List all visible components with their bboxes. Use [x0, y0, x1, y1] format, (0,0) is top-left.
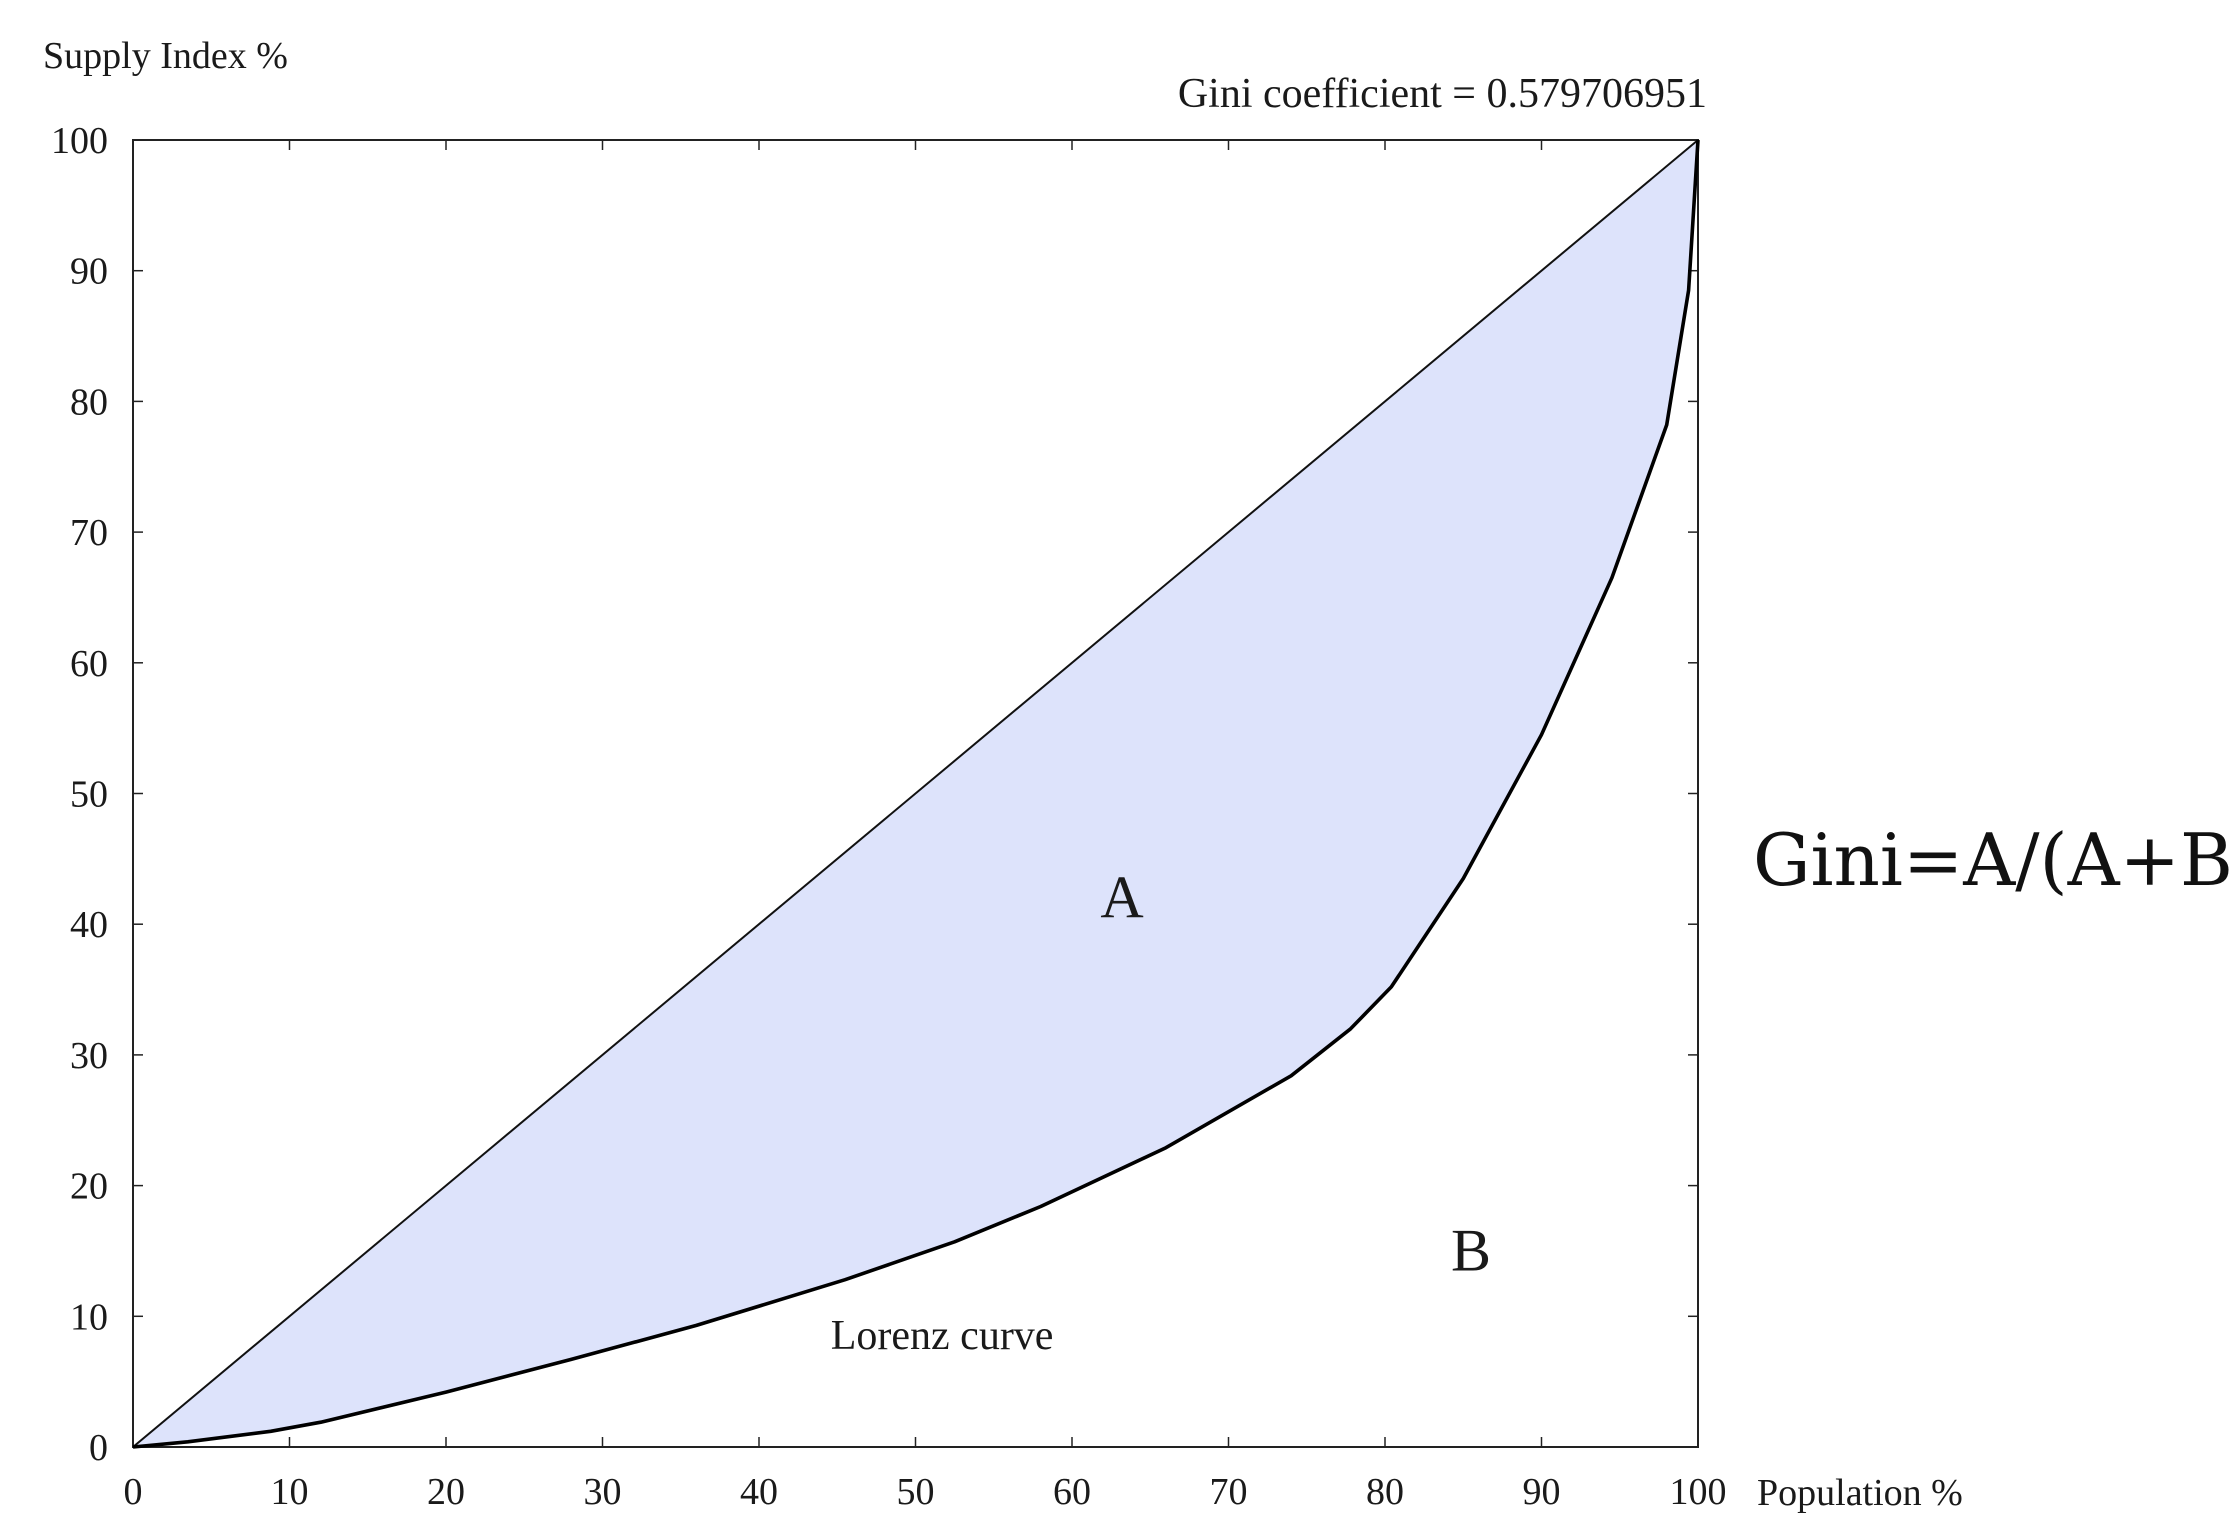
region-b-label: B: [1451, 1218, 1491, 1284]
y-axis-label: Supply Index %: [43, 35, 288, 77]
lorenz-curve-label: Lorenz curve: [831, 1313, 1054, 1359]
lorenz-curve-line: [132, 139, 1700, 1449]
x-tick-label: 50: [897, 1471, 935, 1513]
x-axis-label: Population %: [1757, 1472, 1963, 1514]
x-tick-label: 70: [1210, 1471, 1248, 1513]
x-tick-label: 60: [1053, 1471, 1091, 1513]
x-tick-label: 30: [584, 1471, 622, 1513]
region-a-label: A: [1100, 865, 1143, 931]
x-tick-label: 20: [427, 1471, 465, 1513]
y-tick-label: 80: [70, 381, 108, 423]
y-tick-label: 90: [70, 251, 108, 293]
y-tick-label: 60: [70, 643, 108, 685]
y-tick-label: 30: [70, 1035, 108, 1077]
gini-coefficient-title: Gini coefficient = 0.579706951: [1178, 71, 1707, 117]
x-tick-label: 100: [1670, 1471, 1727, 1513]
x-tick-label: 10: [271, 1471, 309, 1513]
y-tick-label: 40: [70, 904, 108, 946]
y-tick-label: 20: [70, 1166, 108, 1208]
y-tick-label: 70: [70, 512, 108, 554]
y-axis-ticks: 0 10 20 30 40 50 60 70 80 90 100: [51, 120, 1698, 1469]
y-tick-label: 10: [70, 1296, 108, 1338]
x-tick-label: 80: [1366, 1471, 1404, 1513]
y-tick-label: 0: [89, 1427, 108, 1469]
x-tick-label: 40: [740, 1471, 778, 1513]
x-tick-label: 0: [124, 1471, 143, 1513]
equality-line: [132, 139, 1699, 1448]
gini-formula: Gini=A/(A+B): [1753, 818, 2230, 902]
x-tick-label: 90: [1523, 1471, 1561, 1513]
y-tick-label: 50: [70, 774, 108, 816]
x-axis-ticks: 0 10 20 30 40 50 60 70 80 90 100: [124, 140, 1727, 1513]
y-tick-label: 100: [51, 120, 108, 162]
